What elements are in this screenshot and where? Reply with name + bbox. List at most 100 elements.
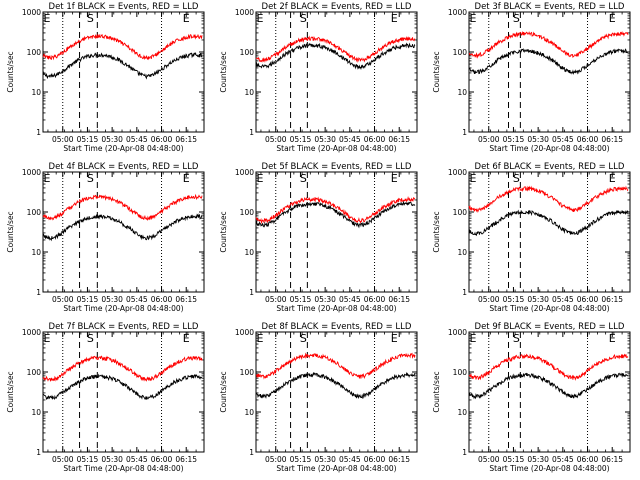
event-marker: E — [391, 332, 398, 345]
y-tick-label: 1 — [462, 448, 467, 457]
event-marker: S — [513, 172, 520, 185]
lld-series-line — [468, 30, 629, 59]
y-axis-label: Counts/sec — [6, 51, 15, 92]
x-tick-label: 05:00 — [478, 135, 500, 144]
y-tick-label: 1000 — [22, 8, 41, 17]
lld-series-line — [468, 353, 629, 381]
panel-2: Det 2f BLACK = Events, RED = LLD 1 10 100 10… — [219, 2, 418, 153]
x-tick-label: 05:45 — [126, 135, 148, 144]
panel-7: Det 7f BLACK = Events, RED = LLD 1 10 100 10… — [6, 322, 205, 473]
x-tick-label: 05:15 — [503, 135, 525, 144]
y-axis-label: Counts/sec — [219, 51, 228, 92]
x-tick-label: 05:30 — [101, 135, 123, 144]
event-marker: E — [470, 172, 477, 185]
x-tick-label: 05:00 — [478, 295, 500, 304]
event-marker: E — [470, 12, 477, 25]
y-tick-label: 10 — [457, 408, 467, 417]
y-tick-label: 1 — [462, 288, 467, 297]
x-tick-label: 05:45 — [339, 295, 361, 304]
y-tick-label: 10 — [31, 88, 41, 97]
x-tick-label: 06:15 — [601, 295, 623, 304]
lld-series-line — [255, 352, 416, 380]
x-tick-label: 05:30 — [101, 295, 123, 304]
event-marker: S — [513, 332, 520, 345]
lld-series-line — [255, 195, 416, 225]
x-tick-label: 05:15 — [290, 135, 312, 144]
event-marker: E — [183, 332, 190, 345]
x-tick-label: 05:00 — [52, 135, 74, 144]
y-tick-label: 100 — [240, 368, 255, 377]
events-series-line — [468, 48, 629, 76]
y-tick-label: 1 — [249, 128, 254, 137]
x-tick-label: 05:15 — [290, 295, 312, 304]
event-marker: E — [609, 172, 616, 185]
x-axis-label: Start Time (20-Apr-08 04:48:00) — [63, 464, 183, 473]
y-tick-label: 1000 — [22, 168, 41, 177]
event-marker: E — [183, 172, 190, 185]
x-axis-label: Start Time (20-Apr-08 04:48:00) — [63, 304, 183, 313]
y-tick-label: 1000 — [448, 328, 467, 337]
panel-3: Det 3f BLACK = Events, RED = LLD 1 10 100 10… — [432, 2, 631, 153]
y-axis-label: Counts/sec — [6, 371, 15, 412]
y-tick-label: 100 — [27, 208, 42, 217]
event-marker: S — [513, 12, 520, 25]
x-tick-label: 05:15 — [77, 295, 99, 304]
x-tick-label: 05:00 — [265, 135, 287, 144]
x-tick-label: 05:30 — [527, 455, 549, 464]
y-tick-label: 10 — [457, 88, 467, 97]
x-tick-label: 06:15 — [388, 455, 410, 464]
event-marker: E — [470, 332, 477, 345]
panel-5: Det 5f BLACK = Events, RED = LLD 1 10 100 10… — [219, 162, 418, 313]
x-tick-label: 06:00 — [151, 455, 173, 464]
y-tick-label: 1000 — [235, 168, 254, 177]
x-tick-label: 06:00 — [151, 295, 173, 304]
y-axis-label: Counts/sec — [219, 211, 228, 252]
panel-8: Det 8f BLACK = Events, RED = LLD 1 10 100 10… — [219, 322, 418, 473]
panel-title: Det 5f BLACK = Events, RED = LLD — [262, 162, 412, 172]
event-marker: E — [257, 172, 264, 185]
y-tick-label: 1 — [36, 448, 41, 457]
plot-frame — [42, 11, 205, 133]
plot-frame — [255, 331, 418, 453]
y-tick-label: 1 — [36, 128, 41, 137]
panel-6: Det 6f BLACK = Events, RED = LLD 1 10 100 10… — [432, 162, 631, 313]
plot-frame — [42, 331, 205, 453]
y-tick-label: 1000 — [235, 8, 254, 17]
x-tick-label: 05:15 — [77, 455, 99, 464]
x-axis-label: Start Time (20-Apr-08 04:48:00) — [276, 464, 396, 473]
panel-title: Det 1f BLACK = Events, RED = LLD — [49, 2, 199, 12]
event-marker: E — [44, 12, 51, 25]
y-tick-label: 10 — [244, 88, 254, 97]
x-tick-label: 05:00 — [265, 295, 287, 304]
x-tick-label: 05:00 — [265, 455, 287, 464]
y-tick-label: 1 — [249, 288, 254, 297]
x-tick-label: 05:30 — [314, 135, 336, 144]
y-axis-label: Counts/sec — [432, 371, 441, 412]
x-tick-label: 05:30 — [314, 455, 336, 464]
x-tick-label: 05:45 — [126, 455, 148, 464]
x-tick-label: 05:45 — [126, 295, 148, 304]
events-series-line — [255, 371, 416, 400]
y-tick-label: 10 — [244, 408, 254, 417]
x-axis-label: Start Time (20-Apr-08 04:48:00) — [489, 144, 609, 153]
x-tick-label: 06:00 — [364, 455, 386, 464]
y-axis-label: Counts/sec — [6, 211, 15, 252]
lld-series-line — [42, 193, 203, 221]
panel-title: Det 7f BLACK = Events, RED = LLD — [49, 322, 199, 332]
x-tick-label: 06:00 — [577, 455, 599, 464]
plot-frame — [255, 11, 418, 133]
x-axis-label: Start Time (20-Apr-08 04:48:00) — [276, 144, 396, 153]
y-tick-label: 10 — [31, 248, 41, 257]
x-tick-label: 05:00 — [478, 455, 500, 464]
x-tick-label: 05:30 — [101, 455, 123, 464]
x-tick-label: 05:15 — [290, 455, 312, 464]
plot-frame — [468, 331, 631, 453]
x-tick-label: 06:15 — [175, 455, 197, 464]
y-tick-label: 1 — [462, 128, 467, 137]
x-tick-label: 05:45 — [552, 295, 574, 304]
event-marker: E — [609, 332, 616, 345]
y-tick-label: 1 — [249, 448, 254, 457]
panel-title: Det 4f BLACK = Events, RED = LLD — [49, 162, 199, 172]
x-tick-label: 05:30 — [314, 295, 336, 304]
events-series-line — [43, 373, 203, 400]
